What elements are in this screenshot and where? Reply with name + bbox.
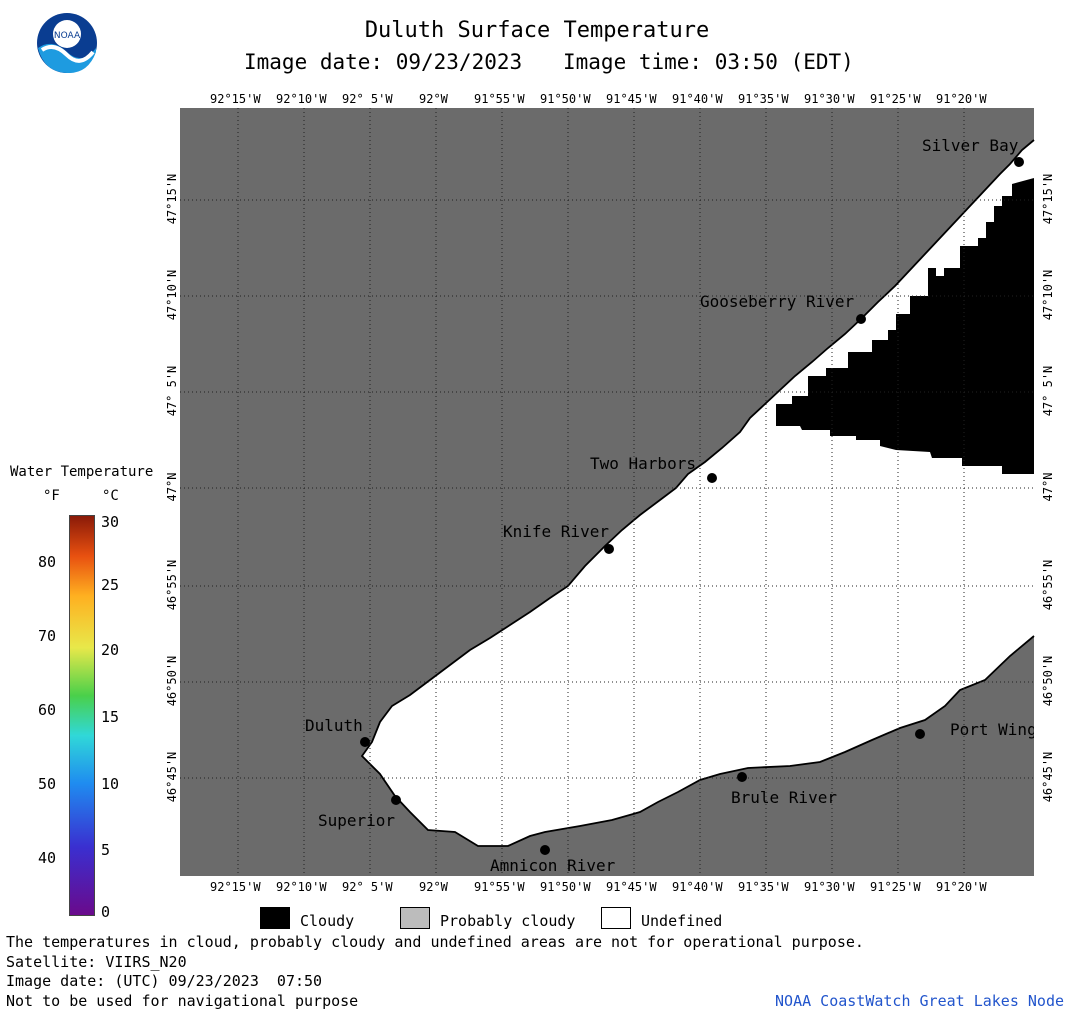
y-tick: 47°N <box>1041 472 1055 502</box>
x-tick: 92°10'W <box>276 92 327 106</box>
colorbar-gradient <box>69 515 95 916</box>
x-tick: 91°20'W <box>936 92 987 106</box>
coastline-north <box>360 139 1035 847</box>
marker-silver-bay <box>1014 157 1024 167</box>
x-tick: 91°40'W <box>672 92 723 106</box>
y-tick: 46°45'N <box>165 751 179 803</box>
label-gooseberry-river: Gooseberry River <box>700 292 855 311</box>
legend-label-undefined: Undefined <box>641 912 723 930</box>
c-tick: 0 <box>101 903 111 921</box>
y-tick: 46°50'N <box>1041 655 1055 707</box>
label-two-harbors: Two Harbors <box>590 454 696 473</box>
svg-text:NOAA: NOAA <box>54 31 81 41</box>
x-tick: 91°55'W <box>474 880 525 894</box>
marker-amnicon <box>540 845 550 855</box>
satellite-text: Satellite: VIIRS_N20 <box>6 953 187 971</box>
y-tick: 46°45'N <box>1041 751 1055 803</box>
marker-duluth <box>360 737 370 747</box>
marker-two-harbors <box>707 473 717 483</box>
x-tick: 91°20'W <box>936 880 987 894</box>
label-brule-river: Brule River <box>731 788 837 807</box>
label-amnicon-river: Amnicon River <box>490 856 616 875</box>
x-tick: 91°25'W <box>870 880 921 894</box>
legend-label-probably-cloudy: Probably cloudy <box>440 912 576 930</box>
y-tick: 46°55'N <box>165 559 179 611</box>
x-tick: 92°10'W <box>276 880 327 894</box>
label-knife-river: Knife River <box>503 522 609 541</box>
f-tick: 70 <box>38 627 57 645</box>
label-superior: Superior <box>318 811 396 830</box>
credit-link[interactable]: NOAA CoastWatch Great Lakes Node <box>775 992 1064 1010</box>
y-tick: 47° 5'N <box>1041 365 1055 417</box>
x-tick: 92°W <box>419 880 448 894</box>
f-tick: 40 <box>38 849 57 867</box>
x-tick: 92°W <box>419 92 448 106</box>
place-markers <box>360 157 1024 855</box>
y-tick: 47°10'N <box>165 269 179 321</box>
x-tick: 91°45'W <box>606 92 657 106</box>
label-duluth: Duluth <box>305 716 363 735</box>
colorbar-unit-c: °C <box>102 488 119 504</box>
marker-brule <box>737 772 747 782</box>
y-tick: 47°15'N <box>1041 173 1055 225</box>
c-tick: 5 <box>101 841 111 859</box>
legend-swatch-probably-cloudy <box>400 907 430 929</box>
disclaimer-text: The temperatures in cloud, probably clou… <box>6 933 864 951</box>
cloud-speck <box>928 268 936 276</box>
x-tick: 91°35'W <box>738 92 789 106</box>
x-tick: 91°55'W <box>474 92 525 106</box>
graticule <box>180 108 1034 876</box>
c-tick: 20 <box>101 641 120 659</box>
x-tick: 91°30'W <box>804 880 855 894</box>
legend-label-cloudy: Cloudy <box>300 912 355 930</box>
f-tick: 60 <box>38 701 57 719</box>
legend-swatch-undefined <box>601 907 631 929</box>
y-tick: 47°15'N <box>165 173 179 225</box>
c-tick: 10 <box>101 775 120 793</box>
f-tick: 80 <box>38 553 57 571</box>
utc-date-text: Image date: (UTC) 09/23/2023 07:50 <box>6 972 323 990</box>
map-title: Duluth Surface Temperature <box>364 18 710 43</box>
y-tick: 47°N <box>165 472 179 502</box>
marker-superior <box>391 795 401 805</box>
c-tick: 30 <box>101 513 120 531</box>
x-tick: 91°50'W <box>540 92 591 106</box>
colorbar-title: Water Temperature <box>10 464 154 480</box>
marker-port-wing <box>915 729 925 739</box>
x-tick: 91°45'W <box>606 880 657 894</box>
c-tick: 25 <box>101 576 120 594</box>
c-tick: 15 <box>101 708 120 726</box>
image-time: Image time: 03:50 (EDT) <box>563 50 854 74</box>
x-tick: 92°15'W <box>210 880 261 894</box>
x-tick: 91°35'W <box>738 880 789 894</box>
x-tick: 92°15'W <box>210 92 261 106</box>
marker-knife-river <box>604 544 614 554</box>
label-port-wing: Port Wing <box>950 720 1034 739</box>
y-tick: 47°10'N <box>1041 269 1055 321</box>
x-tick: 92° 5'W <box>342 880 393 894</box>
x-tick: 91°40'W <box>672 880 723 894</box>
navigation-note: Not to be used for navigational purpose <box>6 992 359 1010</box>
colorbar-unit-f: °F <box>43 488 60 504</box>
x-tick: 91°50'W <box>540 880 591 894</box>
lake-superior-water <box>362 140 1034 846</box>
label-silver-bay: Silver Bay <box>922 136 1019 155</box>
x-tick: 91°30'W <box>804 92 855 106</box>
y-tick: 46°55'N <box>1041 559 1055 611</box>
y-tick: 47° 5'N <box>165 365 179 417</box>
image-date: Image date: 09/23/2023 <box>244 50 523 74</box>
noaa-logo: NOAA <box>36 12 98 74</box>
y-tick: 46°50'N <box>165 655 179 707</box>
legend-swatch-cloudy <box>260 907 290 929</box>
cloud-region <box>776 150 1034 474</box>
x-tick: 91°25'W <box>870 92 921 106</box>
marker-gooseberry <box>856 314 866 324</box>
x-tick: 92° 5'W <box>342 92 393 106</box>
f-tick: 50 <box>38 775 57 793</box>
